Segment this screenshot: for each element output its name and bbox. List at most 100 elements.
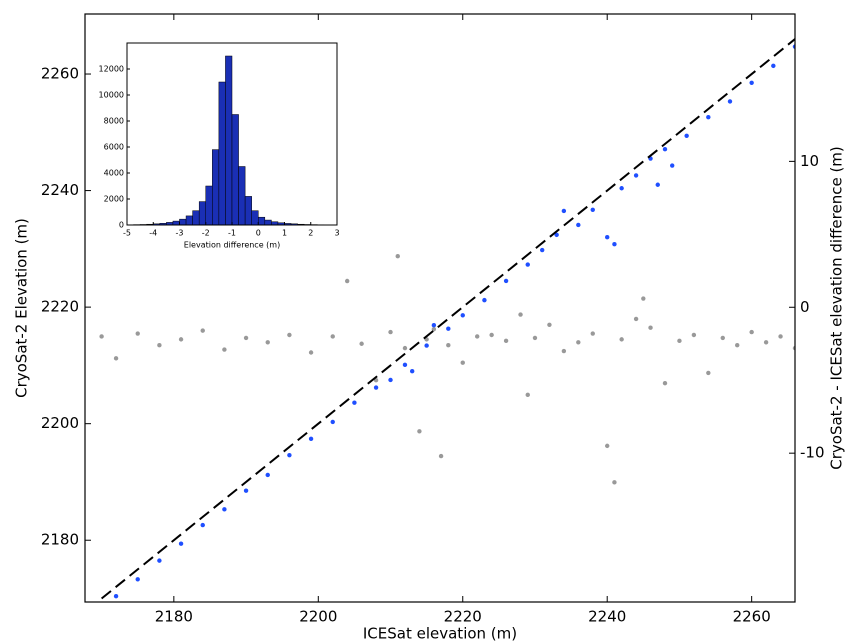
data-point (409, 369, 415, 374)
histogram-bar (205, 185, 213, 226)
data-point (460, 313, 465, 318)
data-point (518, 312, 523, 317)
data-point (561, 348, 567, 354)
data-point (460, 360, 465, 365)
x-tick-label: 2240 (588, 608, 626, 626)
y-tick-label: 12000 (99, 65, 124, 74)
histogram-bar (238, 166, 246, 226)
x-axis-label: Elevation difference (m) (184, 241, 280, 250)
data-point (446, 343, 451, 348)
x-tick-label: 2200 (299, 608, 337, 626)
data-point (135, 331, 140, 336)
y-tick-label: 2000 (104, 195, 124, 204)
plot-frame (84, 13, 796, 603)
data-point (605, 234, 610, 240)
data-point (388, 377, 393, 383)
y-tick-label: 8000 (104, 117, 124, 126)
data-point (532, 335, 538, 341)
y-tick-label: 2240 (41, 181, 79, 199)
y-tick-label: 6000 (104, 143, 124, 152)
data-point (243, 335, 249, 341)
data-point (576, 340, 581, 345)
data-point (265, 472, 270, 478)
data-point (720, 335, 725, 341)
data-point (113, 593, 119, 599)
data-point (344, 278, 350, 284)
data-point (287, 332, 292, 338)
data-point (308, 350, 314, 355)
data-point (576, 222, 581, 228)
data-point (547, 322, 552, 327)
data-point (431, 322, 437, 328)
histogram-bar (251, 210, 259, 226)
x-tick-label: 2220 (444, 608, 482, 626)
data-point (135, 577, 140, 582)
data-point (540, 247, 545, 253)
data-point (670, 163, 675, 168)
x-tick-label: 0 (256, 229, 261, 238)
x-tick-label: -2 (202, 229, 210, 238)
y2-tick-label: 0 (800, 298, 810, 316)
data-point (503, 278, 509, 284)
y-tick-label: 2220 (41, 298, 79, 316)
data-point (605, 443, 610, 449)
histogram-bar (231, 114, 239, 226)
data-point (308, 436, 314, 442)
histogram-bar (179, 218, 187, 226)
histogram-bar (225, 55, 233, 226)
x-tick-label: 2 (308, 229, 313, 238)
data-point (619, 186, 624, 191)
histogram-bar (172, 220, 180, 226)
data-point (677, 338, 682, 344)
data-point (359, 341, 364, 346)
data-point (287, 452, 292, 458)
data-point (727, 99, 733, 104)
histogram-bar (185, 215, 193, 226)
x-tick-label: -5 (123, 229, 131, 238)
x-tick-label: -3 (176, 229, 184, 238)
data-point (446, 326, 451, 331)
data-point (330, 334, 335, 339)
data-point (648, 325, 653, 330)
data-point (525, 262, 530, 267)
data-point (691, 332, 697, 338)
data-point (655, 182, 660, 187)
data-point (402, 362, 408, 368)
data-point (157, 558, 162, 563)
data-point (619, 337, 624, 342)
data-point (222, 347, 227, 352)
data-point (482, 297, 487, 303)
data-point (178, 541, 184, 546)
x-axis-label: ICESat elevation (m) (363, 625, 517, 643)
data-point (554, 232, 559, 238)
data-point (113, 356, 119, 361)
data-point (612, 480, 617, 485)
data-point (633, 173, 639, 178)
y-tick-label: 0 (119, 221, 124, 230)
x-tick-label: 1 (282, 229, 287, 238)
data-point (706, 114, 711, 120)
data-point (771, 63, 776, 69)
data-point (352, 400, 357, 405)
data-point (561, 208, 567, 214)
data-point (388, 329, 393, 335)
inset-chart: -5 -4 -3 -2 -1 0 1 2 3 0 2000 4000 6000 8000 10000 1200… (99, 42, 340, 250)
histogram-bar (198, 201, 206, 226)
x-tick-label: -1 (228, 229, 236, 238)
data-point (735, 343, 740, 348)
histogram-bar (192, 210, 200, 226)
x-tick-label: 3 (334, 229, 339, 238)
histogram-bar (244, 196, 252, 226)
data-point (633, 316, 639, 322)
data-point (424, 343, 429, 348)
data-point (763, 340, 769, 345)
y-tick-label: 2260 (41, 65, 79, 83)
y-tick-label: 2180 (41, 531, 79, 549)
data-point (265, 340, 270, 345)
data-point (474, 334, 480, 339)
data-point (525, 392, 530, 398)
data-point (402, 345, 408, 351)
data-point (489, 332, 494, 338)
